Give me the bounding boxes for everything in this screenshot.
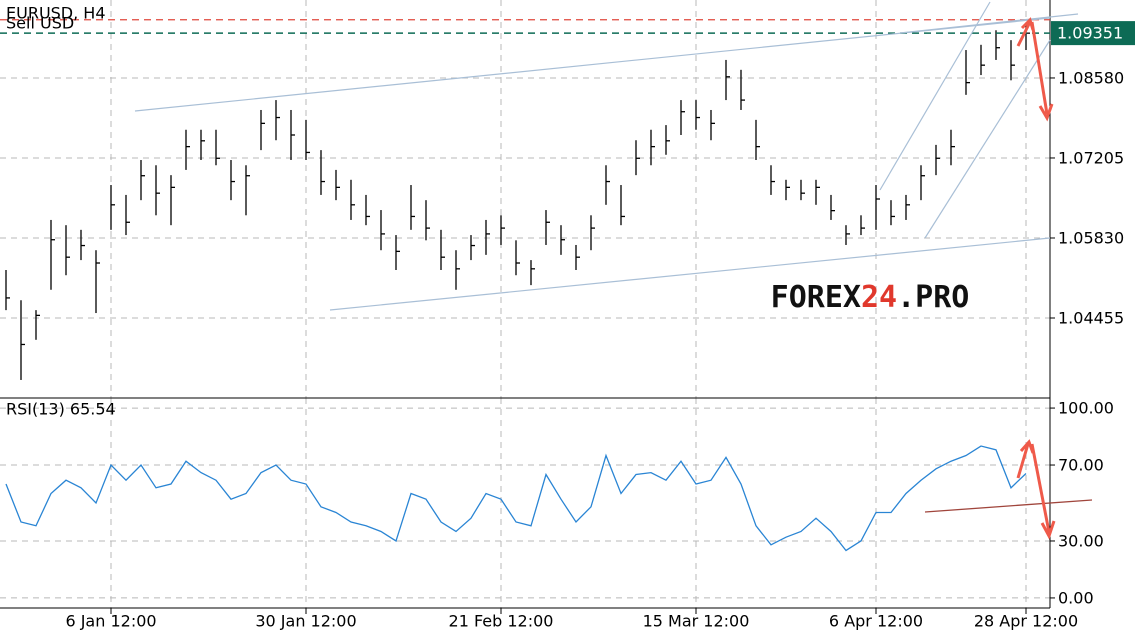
watermark-part: 24 (861, 280, 897, 315)
x-tick-label: 6 Apr 12:00 (829, 612, 923, 631)
y-tick-label: 100.00 (1058, 399, 1114, 418)
watermark-part: FOREX (771, 280, 861, 315)
x-tick-label: 6 Jan 12:00 (65, 612, 156, 631)
y-tick-label: 30.00 (1058, 531, 1104, 550)
chart-subtitle: Sell USD (6, 14, 74, 33)
trend-line (899, 13, 1079, 34)
watermark: FOREX24.PRO (771, 280, 970, 315)
rsi-line (5, 445, 1027, 552)
y-tick-label: 1.05830 (1058, 228, 1124, 247)
y-tick-label: 1.08580 (1058, 68, 1124, 87)
rsi-trend-line (924, 499, 1093, 513)
indicator-title: RSI(13) 65.54 (6, 400, 116, 419)
x-tick-label: 28 Apr 12:00 (974, 612, 1078, 631)
trend-line (329, 237, 1051, 311)
watermark-part: .PRO (897, 280, 969, 315)
x-tick-label: 30 Jan 12:00 (255, 612, 356, 631)
forecast-arrow (1016, 17, 1054, 122)
current-price-label: 1.09351 (1057, 24, 1123, 43)
forecast-arrow (1016, 439, 1056, 540)
x-tick-label: 21 Feb 12:00 (449, 612, 554, 631)
trend-line (879, 1, 991, 191)
y-tick-label: 1.04455 (1058, 308, 1124, 327)
trend-line (134, 17, 1051, 112)
y-tick-label: 70.00 (1058, 456, 1104, 475)
y-tick-label: 1.07205 (1058, 148, 1124, 167)
trend-line (924, 39, 1051, 239)
x-tick-label: 15 Mar 12:00 (643, 612, 750, 631)
chart-title: EURUSD, H4 (6, 4, 106, 23)
grid-layer (0, 0, 1050, 608)
y-tick-label: 0.00 (1058, 588, 1094, 607)
marks-layer (0, 19, 1050, 552)
current-price-box (1051, 21, 1135, 46)
